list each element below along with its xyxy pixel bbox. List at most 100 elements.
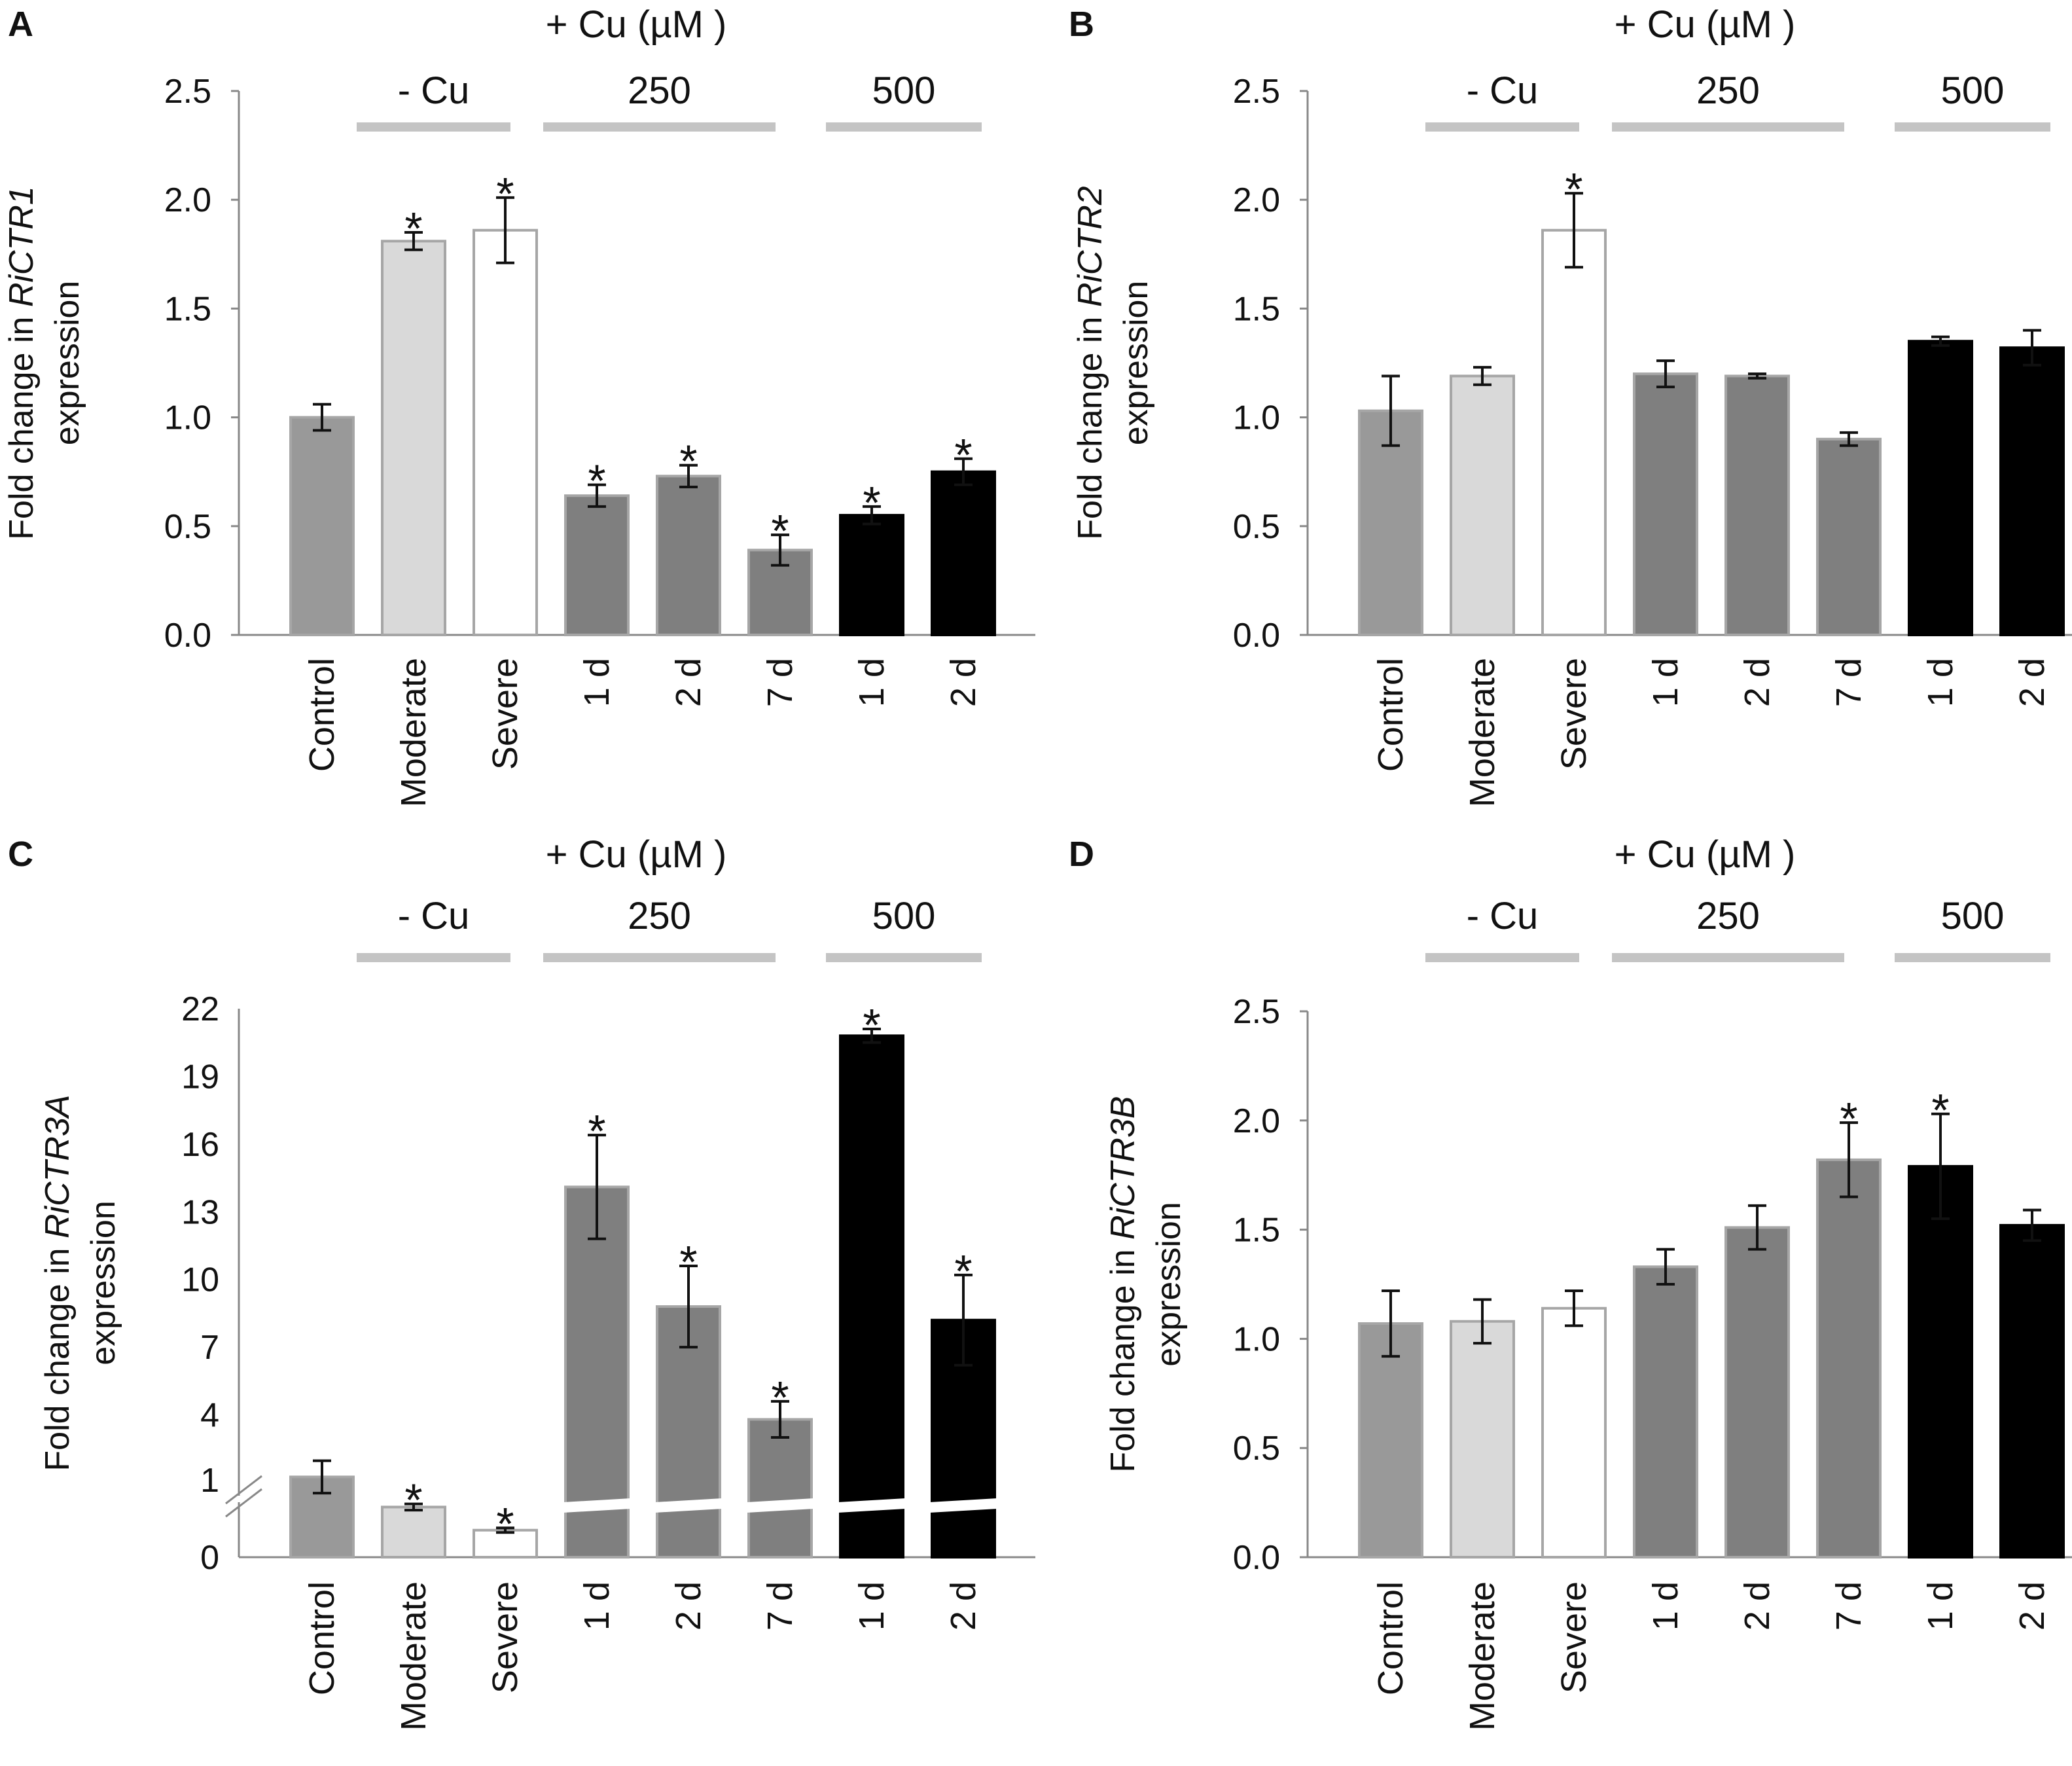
bar-a-0 (289, 416, 355, 636)
x-tick-label: Moderate (394, 658, 433, 807)
x-tick-label: Control (1371, 1581, 1410, 1695)
x-tick-label: 1 d (1921, 1581, 1960, 1631)
significance-star: * (954, 429, 972, 480)
y-tick-label: 1.5 (1233, 1212, 1280, 1250)
y-tick-label: 0.5 (1233, 508, 1280, 546)
y-axis-title-gene: RiCTR1 (3, 186, 41, 307)
panel-a: A + Cu (µM ) - Cu 250 500 Fold change in RiCT… (3, 3, 1035, 807)
x-tick-label: 7 d (760, 1581, 800, 1631)
y-tick-label: 1 (200, 1462, 219, 1500)
y-tick-label: 2.5 (164, 73, 211, 111)
bar-c-1 (381, 1505, 446, 1559)
x-tick-label: Severe (486, 658, 525, 770)
bar-c-5 (747, 1418, 813, 1559)
y-axis-title: Fold change in RiCTR1 (3, 186, 41, 539)
bar-c-3 (564, 1185, 630, 1559)
treatment-header: + Cu (µM ) (546, 3, 727, 46)
y-axis-title-prefix: Fold change in (3, 307, 41, 540)
group-label: 500 (1941, 895, 2005, 937)
y-axis-title-prefix: Fold change in (1104, 1240, 1142, 1473)
y-tick-label: 13 (181, 1193, 219, 1231)
y-tick-label: 1.0 (1233, 399, 1280, 437)
x-tick-label: 1 d (852, 1581, 891, 1631)
bar-a-6 (839, 514, 904, 636)
y-tick-label: 0.5 (164, 508, 211, 546)
y-tick-label: 1.5 (164, 290, 211, 328)
x-tick-label: 2 d (2012, 658, 2052, 707)
x-tick-label: Moderate (1463, 658, 1502, 807)
bar-break-gap (654, 1498, 723, 1513)
treatment-header: + Cu (µM ) (546, 833, 727, 876)
y-axis-title-suffix: expression (48, 281, 86, 445)
y-axis-title: Fold change in RiCTR3B (1104, 1096, 1142, 1472)
bar-b-2 (1541, 228, 1607, 636)
significance-star: * (863, 477, 880, 528)
group-label: 500 (872, 895, 936, 937)
group-label: 250 (1696, 895, 1760, 937)
bar-a-3 (564, 494, 630, 636)
bar-b-1 (1450, 374, 1515, 636)
axis-break-mark (225, 1488, 262, 1518)
y-tick-label: 22 (181, 990, 219, 1028)
panel-letter: D (1069, 835, 1094, 874)
bar-b-3 (1633, 372, 1698, 636)
group-label: - Cu (1467, 69, 1539, 112)
x-tick-label: Severe (486, 1581, 525, 1693)
bar-b-4 (1724, 374, 1790, 636)
panel-d: D + Cu (µM ) - Cu 250 500 Fold change in RiCT… (1069, 833, 2072, 1731)
significance-star: * (404, 203, 422, 254)
x-tick-label: 2 d (1738, 1581, 1777, 1631)
significance-star: * (771, 505, 789, 556)
y-tick-label: 2.0 (1233, 1102, 1280, 1140)
significance-star: * (1931, 1085, 1949, 1136)
bar-d-4 (1724, 1226, 1790, 1559)
panel-letter: C (8, 835, 33, 874)
x-tick-label: Control (1371, 658, 1410, 772)
x-tick-label: 1 d (1921, 658, 1960, 707)
bar-d-3 (1633, 1265, 1698, 1559)
bar-a-1 (381, 240, 446, 636)
significance-star: * (679, 436, 697, 487)
panel-c: C + Cu (µM ) - Cu 250 500 Fold change in RiCT… (8, 833, 1035, 1731)
x-tick-label: Severe (1554, 658, 1594, 770)
y-tick-label: 2.5 (1233, 993, 1280, 1031)
group-label: - Cu (398, 895, 470, 937)
y-axis-title-prefix: Fold change in (39, 1238, 77, 1471)
bar-a-7 (931, 470, 996, 637)
y-tick-label: 1.5 (1233, 290, 1280, 328)
treatment-header: + Cu (µM ) (1615, 3, 1796, 46)
y-tick-label: 7 (200, 1329, 219, 1367)
panel-letter: B (1069, 5, 1094, 44)
y-tick-label: 0.0 (1233, 1539, 1280, 1577)
y-axis-title-prefix: Fold change in (1071, 307, 1109, 540)
group-label: 250 (628, 895, 691, 937)
significance-star: * (1840, 1093, 1857, 1144)
y-tick-label: 2.0 (1233, 181, 1280, 219)
x-tick-label: 2 d (944, 1581, 983, 1631)
y-tick-label: 1.0 (1233, 1320, 1280, 1358)
y-tick-label: 4 (200, 1397, 219, 1435)
bar-d-0 (1358, 1322, 1423, 1559)
group-label: 250 (628, 69, 691, 112)
group-label: 500 (872, 69, 936, 112)
treatment-header: + Cu (µM ) (1615, 833, 1796, 876)
panel-b: B + Cu (µM ) - Cu 250 500 Fold change in RiCT… (1069, 3, 2072, 807)
x-tick-label: 2 d (1738, 658, 1777, 707)
group-label: - Cu (1467, 895, 1539, 937)
x-tick-label: Control (302, 1581, 342, 1695)
y-axis-title-suffix: expression (1117, 281, 1155, 445)
bar-break-gap (746, 1498, 814, 1513)
y-axis-title-gene: RiCTR2 (1071, 186, 1109, 307)
y-tick-label: 0.0 (164, 617, 211, 655)
bar-d-7 (1999, 1223, 2065, 1559)
y-tick-label: 0 (200, 1539, 219, 1577)
x-tick-label: 1 d (577, 1581, 616, 1631)
x-tick-label: Moderate (1463, 1581, 1502, 1731)
x-tick-label: Control (302, 658, 342, 772)
y-axis-title-suffix: expression (1150, 1202, 1188, 1366)
x-tick-label: Moderate (394, 1581, 433, 1731)
bar-b-6 (1908, 340, 1973, 636)
y-axis-title-gene: RiCTR3A (39, 1094, 77, 1238)
bar-d-2 (1541, 1306, 1607, 1559)
